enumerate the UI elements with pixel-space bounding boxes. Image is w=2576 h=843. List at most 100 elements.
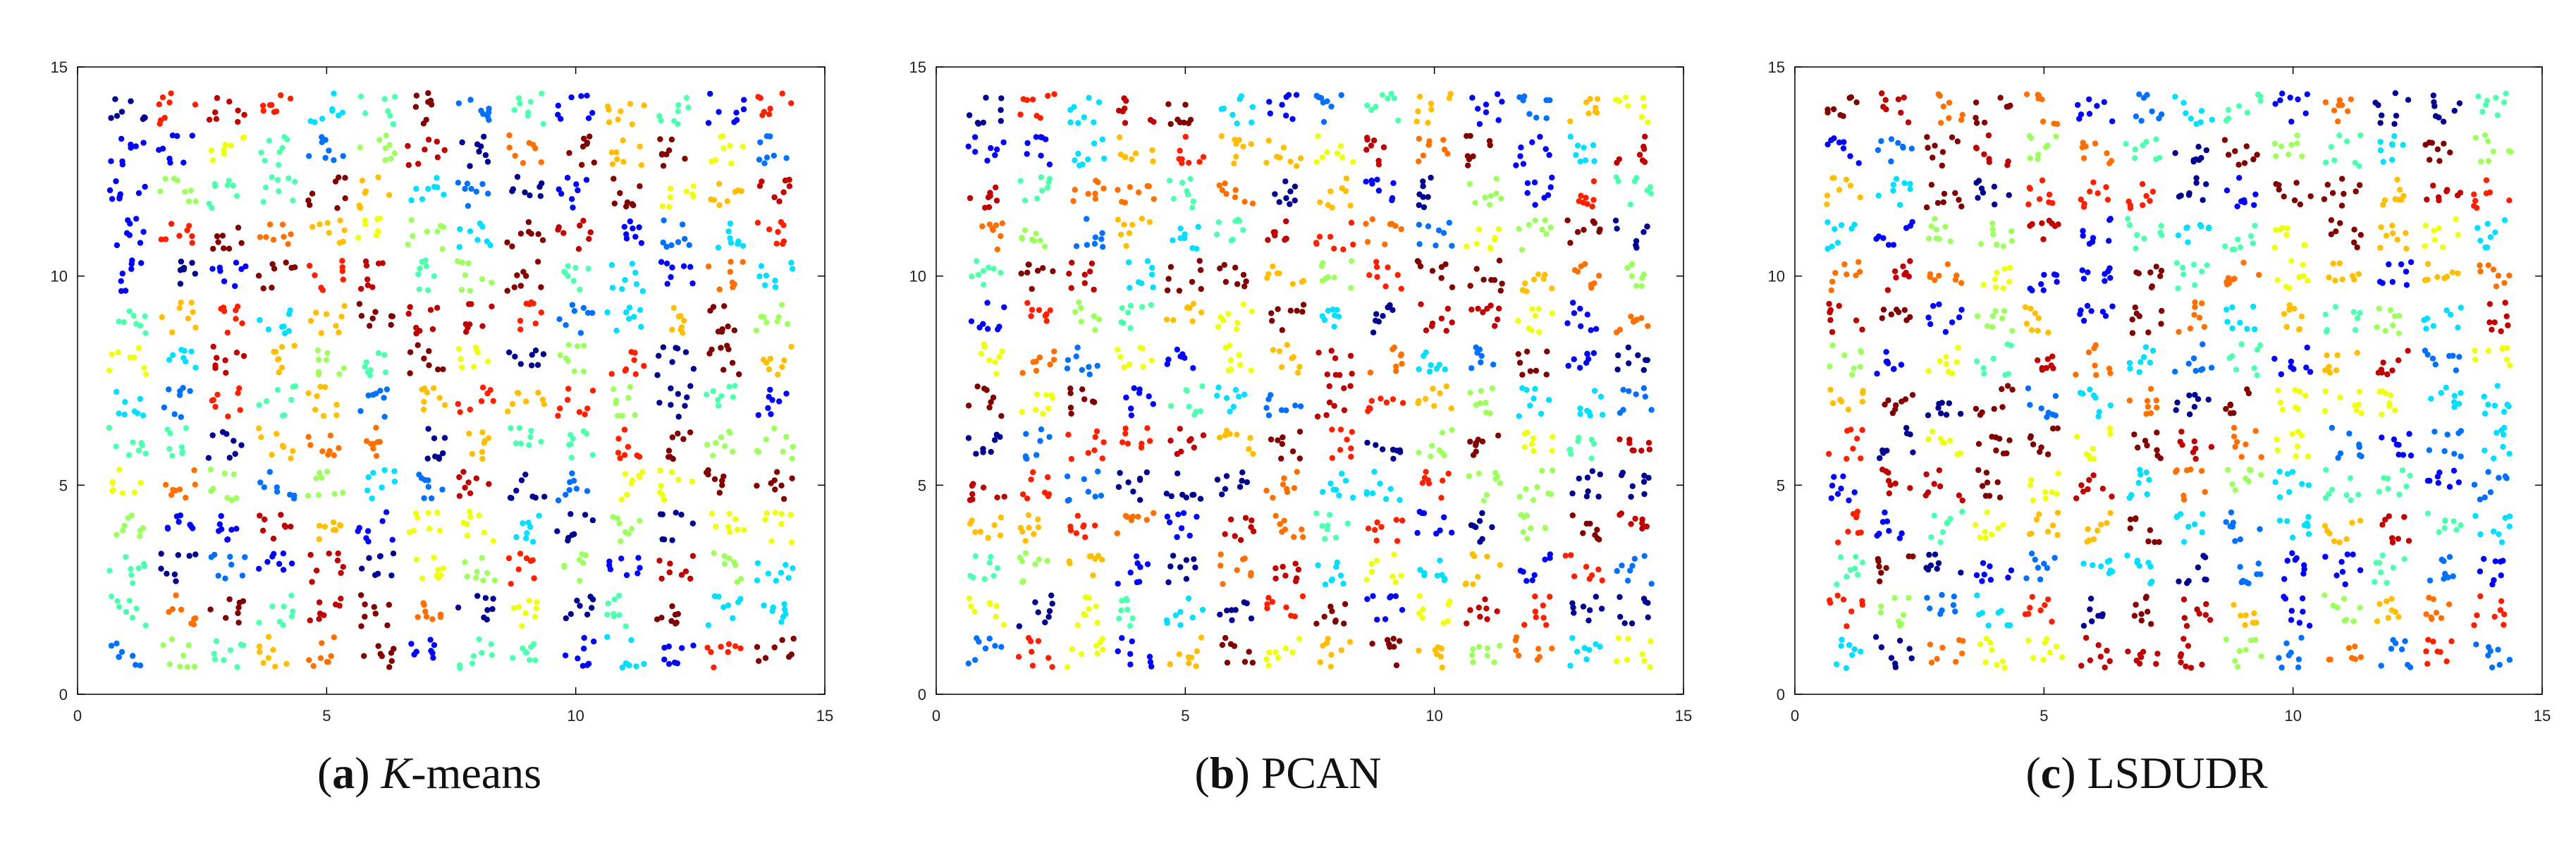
scatter-point <box>1614 367 1621 373</box>
scatter-point <box>1294 469 1300 475</box>
scatter-point <box>1313 240 1320 247</box>
scatter-point <box>222 575 228 582</box>
scatter-point <box>2174 399 2181 406</box>
scatter-point <box>1326 383 1332 390</box>
scatter-point <box>2294 443 2300 450</box>
scatter-point <box>2345 108 2351 114</box>
scatter-point <box>234 664 240 670</box>
scatter-point <box>528 427 534 434</box>
scatter-point <box>1617 593 1623 601</box>
scatter-point <box>1140 364 1146 370</box>
scatter-point <box>2192 392 2198 398</box>
scatter-point <box>1037 438 1043 444</box>
scatter-point <box>2125 648 2131 655</box>
scatter-point <box>2083 634 2090 641</box>
scatter-point <box>1177 147 1183 154</box>
scatter-point <box>1092 522 1098 529</box>
scatter-point <box>391 150 398 156</box>
scatter-point <box>391 479 398 485</box>
scatter-point <box>2181 636 2187 642</box>
scatter-point <box>621 426 628 433</box>
scatter-point <box>2040 656 2047 663</box>
scatter-point <box>2289 550 2295 556</box>
scatter-point <box>1994 661 2000 668</box>
scatter-point <box>1090 572 1096 579</box>
scatter-point <box>965 402 972 409</box>
scatter-point <box>307 552 314 558</box>
scatter-point <box>1315 350 1322 356</box>
scatter-point <box>479 384 486 390</box>
scatter-point <box>1522 280 1528 287</box>
scatter-point <box>1228 366 1234 373</box>
scatter-point <box>357 93 364 99</box>
scatter-point <box>126 308 133 314</box>
scatter-point <box>470 653 477 659</box>
scatter-point <box>2443 307 2450 314</box>
scatter-point <box>573 486 580 492</box>
scatter-point <box>781 357 787 364</box>
scatter-point <box>2457 190 2464 196</box>
scatter-point <box>1045 614 1052 620</box>
scatter-point <box>2225 115 2232 122</box>
scatter-point <box>1958 570 1964 576</box>
scatter-point <box>1627 201 1633 208</box>
scatter-point <box>2078 663 2085 669</box>
scatter-point <box>382 145 389 152</box>
scatter-point <box>2478 159 2484 165</box>
scatter-point <box>721 553 728 560</box>
scatter-point <box>613 149 620 156</box>
scatter-point <box>283 660 290 667</box>
scatter-point <box>1574 142 1581 149</box>
scatter-point <box>2489 582 2496 588</box>
scatter-point <box>169 132 176 139</box>
scatter-point <box>1327 233 1334 240</box>
scatter-point <box>2338 559 2345 565</box>
scatter-point <box>2427 477 2433 484</box>
scatter-point <box>2331 538 2338 544</box>
scatter-point <box>1956 636 1963 644</box>
scatter-point <box>530 142 536 148</box>
scatter-point <box>517 317 524 324</box>
scatter-point <box>2472 197 2479 204</box>
scatter-point <box>1178 525 1185 531</box>
scatter-point <box>615 116 621 123</box>
scatter-point <box>1377 481 1383 487</box>
scatter-point <box>2306 622 2313 629</box>
scatter-point <box>629 477 636 484</box>
scatter-point <box>2203 147 2209 154</box>
scatter-point <box>754 560 761 567</box>
scatter-point <box>1246 445 1252 453</box>
scatter-point <box>2295 656 2302 663</box>
scatter-point <box>2350 618 2357 624</box>
scatter-point <box>1332 617 1339 624</box>
scatter-point <box>2106 265 2113 271</box>
scatter-point <box>1129 156 1135 163</box>
scatter-point <box>577 577 583 584</box>
scatter-point <box>664 281 670 287</box>
scatter-point <box>626 316 632 322</box>
scatter-point <box>2333 228 2339 235</box>
scatter-point <box>2490 266 2497 273</box>
scatter-point <box>169 352 176 358</box>
scatter-point <box>2296 274 2302 281</box>
x-tick-label: 0 <box>932 707 940 725</box>
scatter-point <box>362 258 369 264</box>
scatter-point <box>1041 243 1048 250</box>
scatter-point <box>2385 615 2391 621</box>
scatter-point <box>2328 217 2335 223</box>
scatter-point <box>2304 91 2310 97</box>
scatter-point <box>288 264 295 271</box>
scatter-point <box>992 152 998 159</box>
scatter-point <box>1192 564 1198 571</box>
scatter-point <box>1534 484 1540 491</box>
scatter-point <box>1592 109 1599 115</box>
scatter-point <box>1641 146 1648 152</box>
scatter-point <box>2009 328 2016 334</box>
scatter-point <box>323 357 330 363</box>
scatter-point <box>180 385 186 391</box>
scatter-point <box>1189 278 1196 285</box>
scatter-point <box>2109 303 2116 309</box>
scatter-point <box>1484 653 1490 659</box>
scatter-point <box>1896 535 1903 541</box>
